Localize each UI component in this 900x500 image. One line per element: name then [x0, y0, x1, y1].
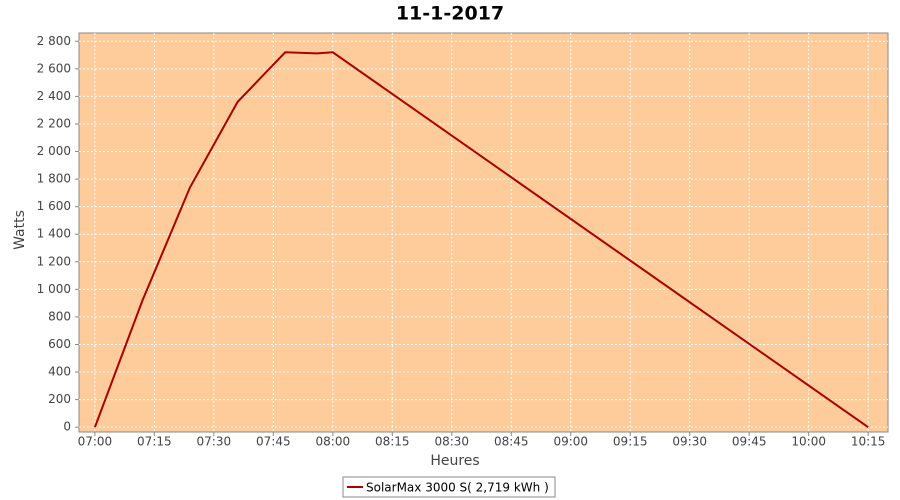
x-tick-label: 07:45 [256, 435, 291, 449]
y-tick-label: 400 [48, 365, 71, 379]
y-tick-label: 2 200 [37, 116, 71, 130]
y-tick-label: 0 [63, 420, 71, 434]
y-tick-label: 1 200 [37, 254, 71, 268]
legend-label: SolarMax 3000 S( 2,719 kWh ) [366, 481, 549, 495]
x-tick-label: 10:15 [851, 435, 886, 449]
y-tick-label: 200 [48, 392, 71, 406]
x-tick-label: 08:15 [375, 435, 410, 449]
y-tick-label: 1 800 [37, 172, 71, 186]
y-axis-label: Watts [12, 210, 28, 250]
y-tick-label: 2 400 [37, 89, 71, 103]
legend-box [342, 476, 556, 498]
y-tick-label: 1 000 [37, 282, 71, 296]
x-tick-label: 10:00 [791, 435, 826, 449]
y-tick-label: 1 400 [37, 227, 71, 241]
x-axis-label: Heures [430, 453, 479, 469]
y-tick-label: 2 600 [37, 61, 71, 75]
x-tick-label: 08:30 [434, 435, 469, 449]
y-tick-label: 2 800 [37, 34, 71, 48]
x-tick-label: 09:45 [732, 435, 767, 449]
x-tick-label: 08:00 [316, 435, 351, 449]
y-tick-label: 800 [48, 309, 71, 323]
x-tick-label: 07:15 [137, 435, 172, 449]
x-tick-label: 07:00 [78, 435, 113, 449]
chart-title: 11-1-2017 [396, 3, 504, 25]
y-tick-label: 600 [48, 337, 71, 351]
y-tick-label: 1 600 [37, 199, 71, 213]
x-tick-label: 09:30 [672, 435, 707, 449]
x-tick-label: 09:00 [553, 435, 588, 449]
x-tick-label: 09:15 [613, 435, 648, 449]
y-tick-label: 2 000 [37, 144, 71, 158]
x-tick-label: 08:45 [494, 435, 529, 449]
series-line [93, 51, 869, 429]
x-tick-label: 07:30 [197, 435, 232, 449]
